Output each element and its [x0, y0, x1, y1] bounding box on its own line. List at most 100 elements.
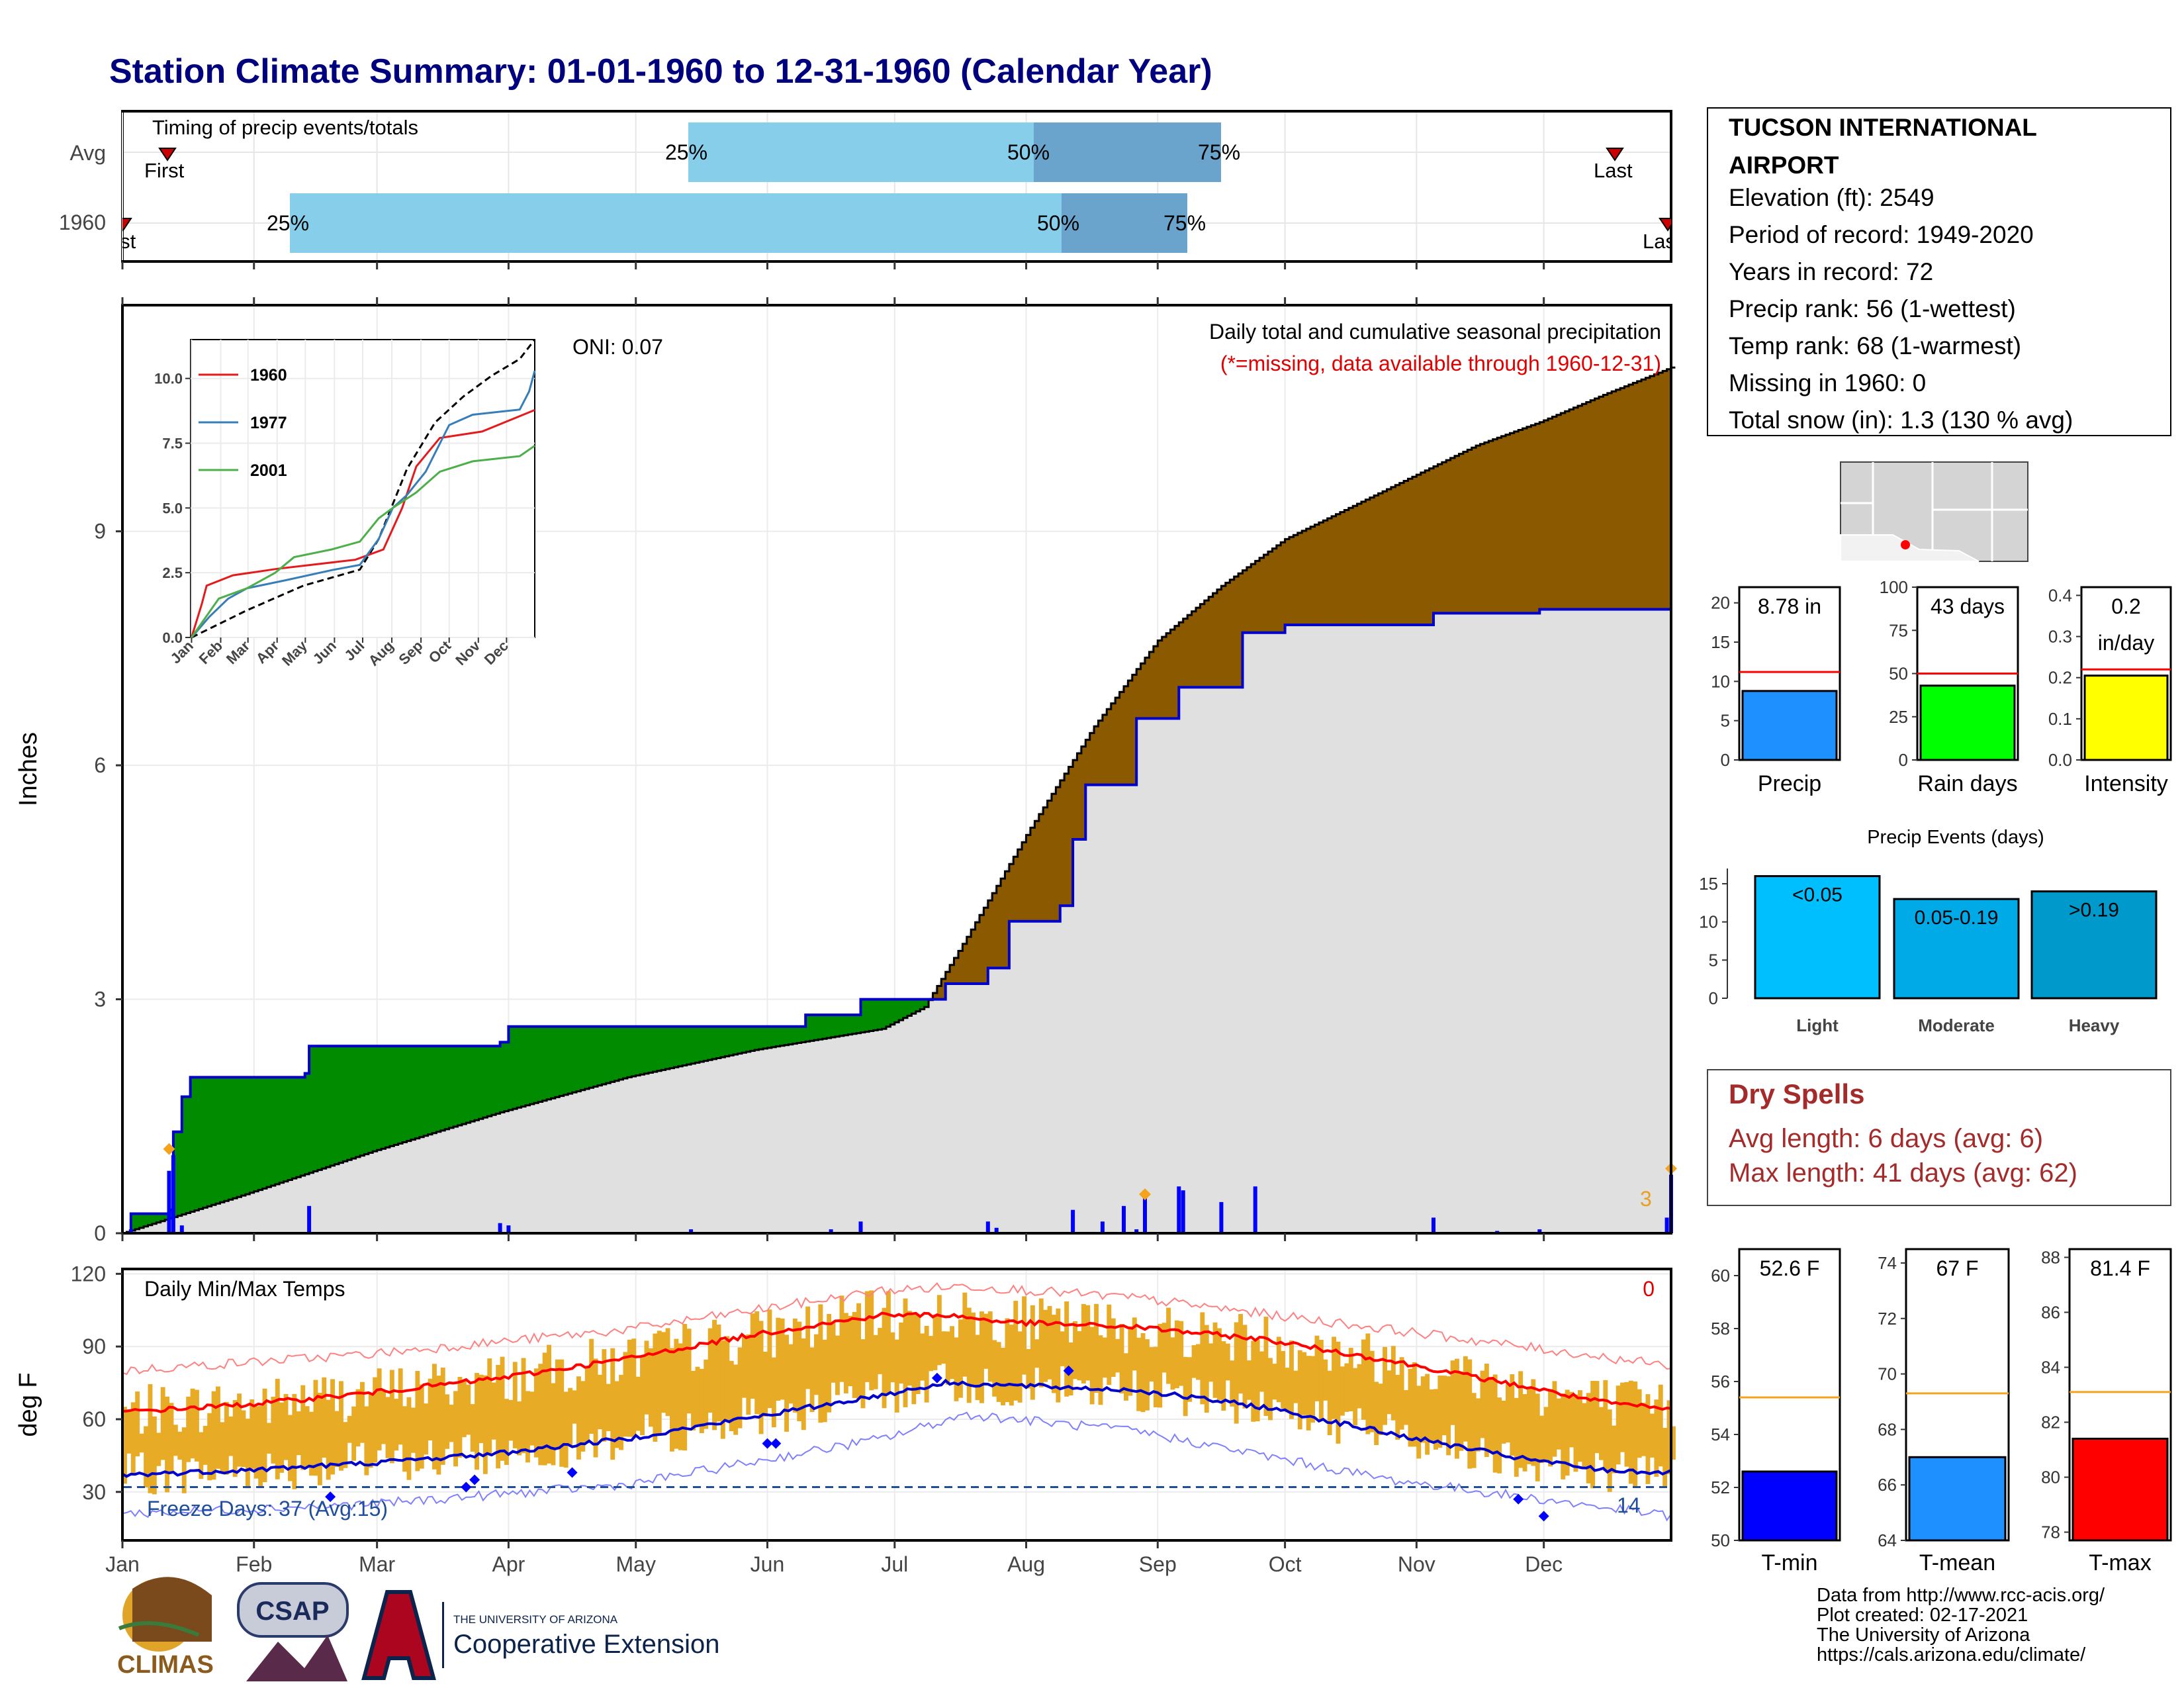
deficit-area [1357, 504, 1362, 625]
daily-temp-range-bar [1361, 1339, 1366, 1420]
daily-temp-range-bar [173, 1425, 178, 1456]
deficit-area [1548, 418, 1553, 610]
deficit-area [1662, 371, 1668, 610]
daily-temp-range-bar [992, 1340, 997, 1397]
deficit-area [1543, 420, 1549, 610]
daily-temp-range-bar [792, 1318, 797, 1413]
deficit-area [1378, 493, 1383, 625]
precip-events-category-label: Moderate [1918, 1015, 1995, 1035]
deficit-area [1187, 615, 1193, 688]
daily-temp-range-bar [750, 1313, 755, 1399]
surplus-area [814, 1015, 819, 1041]
daily-precip-bar [1122, 1205, 1126, 1233]
map-station-dot [1901, 540, 1910, 549]
daily-temp-range-bar [394, 1399, 399, 1451]
daily-temp-range-bar [203, 1426, 208, 1465]
daily-temp-range-bar [1302, 1352, 1307, 1415]
daily-temp-range-bar [920, 1333, 925, 1381]
ua-logo-small-text: THE UNIVERSITY OF ARIZONA [453, 1613, 618, 1626]
daily-temp-range-bar [410, 1407, 416, 1453]
daily-temp-range-bar [1149, 1347, 1154, 1382]
deficit-area [1272, 548, 1277, 633]
credit-plot-created: Plot created: 02-17-2021 [1817, 1605, 2028, 1626]
daily-temp-range-bar [1399, 1357, 1404, 1430]
deficit-area [1603, 395, 1608, 610]
daily-temp-range-bar [1578, 1390, 1582, 1462]
daily-temp-range-bar [975, 1335, 980, 1401]
daily-temp-range-bar [190, 1388, 195, 1459]
deficit-area [966, 937, 972, 984]
daily-temp-range-bar [283, 1393, 289, 1460]
deficit-area [1318, 522, 1324, 625]
deficit-area [1518, 430, 1524, 614]
daily-temp-range-bar [135, 1391, 140, 1457]
surplus-area [309, 1046, 314, 1173]
precip-events-chart: Precip Events (days) 0 5 10 15 <0.05 Light 0.05… [1699, 827, 2158, 1035]
daily-temp-range-bar [436, 1376, 441, 1475]
deficit-area [1348, 508, 1353, 625]
daily-temp-range-bar [466, 1384, 471, 1435]
daily-precip-bar [1432, 1217, 1435, 1233]
deficit-area [1556, 414, 1561, 610]
inset-legend-label: 2001 [250, 461, 287, 480]
deficit-area [941, 978, 946, 1000]
daily-temp-range-bar [695, 1366, 700, 1427]
daily-temp-range-bar [245, 1419, 250, 1489]
daily-precip-bar [985, 1221, 990, 1233]
deficit-area [1140, 663, 1146, 719]
deficit-area [1552, 416, 1557, 610]
surplus-area [250, 1077, 255, 1193]
temperature-y-tick-label: 60 [82, 1407, 106, 1431]
surplus-area [135, 1213, 140, 1229]
deficit-area [1052, 794, 1056, 921]
daily-temp-range-bar [1111, 1318, 1116, 1377]
daily-temp-range-bar [1230, 1360, 1235, 1407]
daily-temp-range-bar [1166, 1307, 1171, 1384]
daily-temp-range-bar [809, 1347, 815, 1413]
deficit-area [1492, 439, 1498, 614]
surplus-area [267, 1077, 271, 1188]
surplus-area [758, 1026, 764, 1050]
surplus-area [160, 1213, 165, 1221]
deficit-area [971, 929, 976, 984]
surplus-area [517, 1026, 522, 1108]
deficit-area [1408, 479, 1413, 625]
precip-y-axis: 0 3 6 9 [94, 261, 1545, 1245]
surplus-area [542, 1026, 547, 1101]
daily-temp-range-bar [1234, 1322, 1239, 1424]
station-info-line: Total snow (in): 1.3 (130 % avg) [1729, 406, 2073, 434]
surplus-area [377, 1046, 382, 1150]
surplus-area [835, 1015, 840, 1037]
daily-temp-range-bar [211, 1391, 216, 1480]
month-tick-label: Oct [1269, 1552, 1302, 1576]
daily-temp-range-bar [1196, 1344, 1201, 1380]
precip-events-tick-label: 10 [1699, 912, 1718, 932]
deficit-area [1484, 442, 1489, 614]
surplus-area [852, 1015, 857, 1034]
surplus-area [559, 1026, 565, 1096]
precip-missing-note: (*=missing, data available through 1960-… [1220, 352, 1661, 375]
daily-temp-range-bar [911, 1312, 917, 1405]
surplus-area [657, 1026, 662, 1071]
daily-temp-range-bar [1556, 1398, 1561, 1450]
surplus-area [674, 1026, 679, 1068]
observed-cumulative-line [122, 548, 1672, 1235]
precip-panel: 0 3 6 9 Inches Daily total and cumulative s… [15, 261, 1677, 1245]
deficit-area [1170, 630, 1175, 719]
average-min-line [122, 1378, 1672, 1478]
daily-temp-range-bar [886, 1291, 891, 1393]
temp-bar-tick-label: 74 [1878, 1253, 1897, 1273]
daily-temp-range-bar [181, 1427, 187, 1493]
daily-temp-range-bar [309, 1411, 314, 1476]
deficit-area [1077, 753, 1082, 839]
daily-temp-range-bar [818, 1304, 823, 1423]
daily-temp-range-bar [199, 1432, 204, 1479]
temperature-title: Daily Min/Max Temps [144, 1277, 345, 1301]
summary-bar-tick-label: 20 [1711, 593, 1730, 613]
daily-temp-range-bar [797, 1321, 802, 1421]
surplus-area [440, 1046, 445, 1131]
surplus-area [529, 1026, 535, 1104]
daily-temp-range-bar [878, 1328, 883, 1374]
daily-precip-bar [1143, 1198, 1147, 1233]
dry-spells-max-length: Max length: 41 days (avg: 62) [1729, 1158, 2077, 1188]
